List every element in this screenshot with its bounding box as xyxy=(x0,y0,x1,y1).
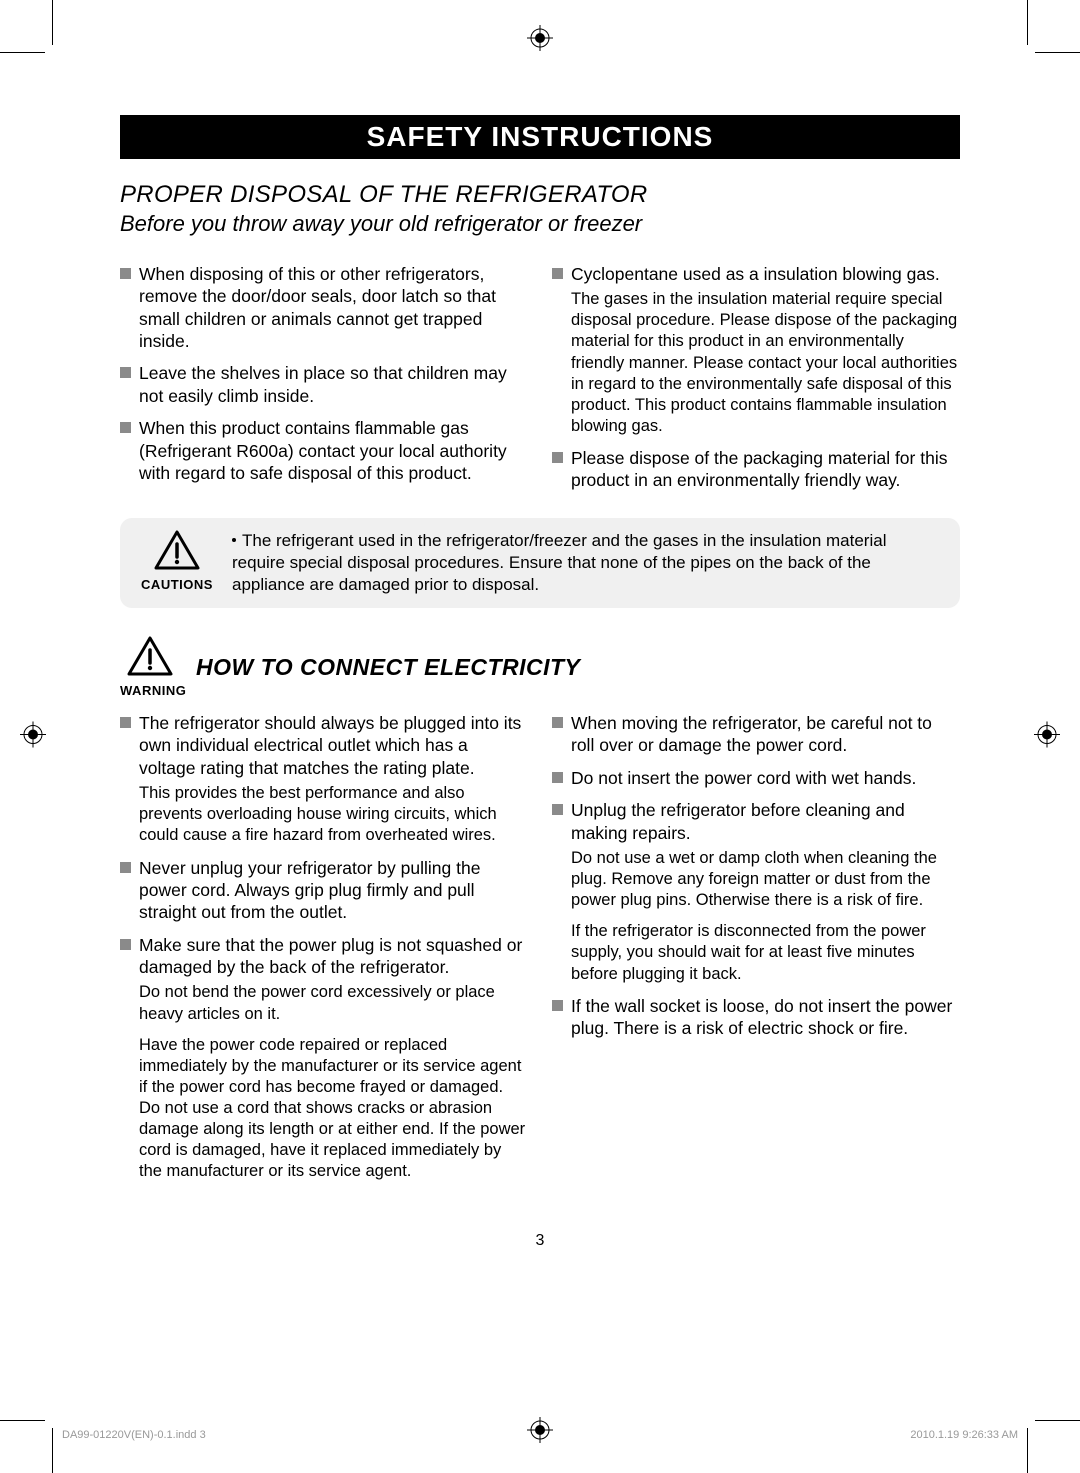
bullet-square-icon xyxy=(552,268,563,279)
bullet-item: Cyclopentane used as a insulation blowin… xyxy=(552,263,960,285)
bullet-square-icon xyxy=(120,268,131,279)
warning-header-row: WARNING HOW TO CONNECT ELECTRICITY xyxy=(120,636,960,698)
bullet-square-icon xyxy=(120,939,131,950)
crop-mark xyxy=(1035,52,1080,53)
bullet-text: When disposing of this or other refriger… xyxy=(139,263,528,353)
warning-label: WARNING xyxy=(120,683,180,698)
footer-left: DA99-01220V(EN)-0.1.indd 3 xyxy=(62,1429,206,1441)
bullet-square-icon xyxy=(552,804,563,815)
bullet-subtext: This provides the best performance and a… xyxy=(139,783,528,846)
warning-icon-wrap: WARNING xyxy=(120,636,180,698)
section1-left-col: When disposing of this or other refriger… xyxy=(120,263,528,502)
bullet-text: Never unplug your refrigerator by pullin… xyxy=(139,857,528,924)
bullet-square-icon xyxy=(552,717,563,728)
section1-columns: When disposing of this or other refriger… xyxy=(120,263,960,502)
bullet-text: If the wall socket is loose, do not inse… xyxy=(571,995,960,1040)
crop-mark xyxy=(52,0,53,45)
bullet-text: Cyclopentane used as a insulation blowin… xyxy=(571,263,960,285)
caution-label: CAUTIONS xyxy=(138,577,216,592)
page-number: 3 xyxy=(120,1232,960,1250)
crop-mark xyxy=(1027,1428,1028,1473)
bullet-text: Do not insert the power cord with wet ha… xyxy=(571,767,960,789)
bullet-square-icon xyxy=(552,452,563,463)
bullet-subtext: Have the power code repaired or replaced… xyxy=(139,1035,528,1183)
bullet-item: The refrigerator should always be plugge… xyxy=(120,712,528,779)
bullet-text: The refrigerator should always be plugge… xyxy=(139,712,528,779)
bullet-item: If the wall socket is loose, do not inse… xyxy=(552,995,960,1040)
bullet-square-icon xyxy=(552,772,563,783)
bullet-text: Please dispose of the packaging material… xyxy=(571,447,960,492)
section2-columns: The refrigerator should always be plugge… xyxy=(120,712,960,1192)
bullet-square-icon xyxy=(120,422,131,433)
caution-box: CAUTIONS The refrigerant used in the ref… xyxy=(120,518,960,608)
bullet-item: When moving the refrigerator, be careful… xyxy=(552,712,960,757)
section2-left-col: The refrigerator should always be plugge… xyxy=(120,712,528,1192)
print-footer: DA99-01220V(EN)-0.1.indd 3 2010.1.19 9:2… xyxy=(62,1429,1018,1441)
bullet-item: When disposing of this or other refriger… xyxy=(120,263,528,353)
bullet-item: Never unplug your refrigerator by pullin… xyxy=(120,857,528,924)
caution-body: The refrigerant used in the refrigerator… xyxy=(232,531,886,594)
crop-mark xyxy=(0,1420,45,1421)
bullet-text: Make sure that the power plug is not squ… xyxy=(139,934,528,979)
caution-text: The refrigerant used in the refrigerator… xyxy=(232,530,942,596)
caution-icon-wrap: CAUTIONS xyxy=(138,530,216,592)
section2-right-col: When moving the refrigerator, be careful… xyxy=(552,712,960,1192)
section1-right-col: Cyclopentane used as a insulation blowin… xyxy=(552,263,960,502)
bullet-square-icon xyxy=(552,1000,563,1011)
bullet-subtext: If the refrigerator is disconnected from… xyxy=(571,921,960,984)
bullet-item: Leave the shelves in place so that child… xyxy=(120,362,528,407)
banner-heading: SAFETY INSTRUCTIONS xyxy=(120,115,960,159)
bullet-subtext: The gases in the insulation material req… xyxy=(571,289,960,437)
bullet-dot-icon xyxy=(232,538,236,542)
warning-triangle-icon xyxy=(127,636,173,676)
bullet-item: Unplug the refrigerator before cleaning … xyxy=(552,799,960,844)
registration-mark-icon xyxy=(20,721,46,752)
crop-mark xyxy=(0,52,45,53)
bullet-square-icon xyxy=(120,862,131,873)
section1-title: PROPER DISPOSAL OF THE REFRIGERATOR xyxy=(120,179,960,210)
bullet-item: Do not insert the power cord with wet ha… xyxy=(552,767,960,789)
bullet-subtext: Do not bend the power cord excessively o… xyxy=(139,982,528,1024)
bullet-item: Make sure that the power plug is not squ… xyxy=(120,934,528,979)
crop-mark xyxy=(1035,1420,1080,1421)
bullet-text: Leave the shelves in place so that child… xyxy=(139,362,528,407)
bullet-text: When this product contains flammable gas… xyxy=(139,417,528,484)
bullet-subtext: Do not use a wet or damp cloth when clea… xyxy=(571,848,960,911)
crop-mark xyxy=(52,1428,53,1473)
bullet-item: Please dispose of the packaging material… xyxy=(552,447,960,492)
crop-mark xyxy=(1027,0,1028,45)
footer-right: 2010.1.19 9:26:33 AM xyxy=(910,1429,1018,1441)
registration-mark-icon xyxy=(1034,721,1060,752)
warning-triangle-icon xyxy=(154,530,200,570)
page-content: SAFETY INSTRUCTIONS PROPER DISPOSAL OF T… xyxy=(120,115,960,1250)
bullet-square-icon xyxy=(120,717,131,728)
section2-title: HOW TO CONNECT ELECTRICITY xyxy=(196,654,580,681)
registration-mark-icon xyxy=(527,25,553,56)
section1-subtitle: Before you throw away your old refrigera… xyxy=(120,210,960,239)
bullet-square-icon xyxy=(120,367,131,378)
bullet-item: When this product contains flammable gas… xyxy=(120,417,528,484)
bullet-text: Unplug the refrigerator before cleaning … xyxy=(571,799,960,844)
bullet-text: When moving the refrigerator, be careful… xyxy=(571,712,960,757)
